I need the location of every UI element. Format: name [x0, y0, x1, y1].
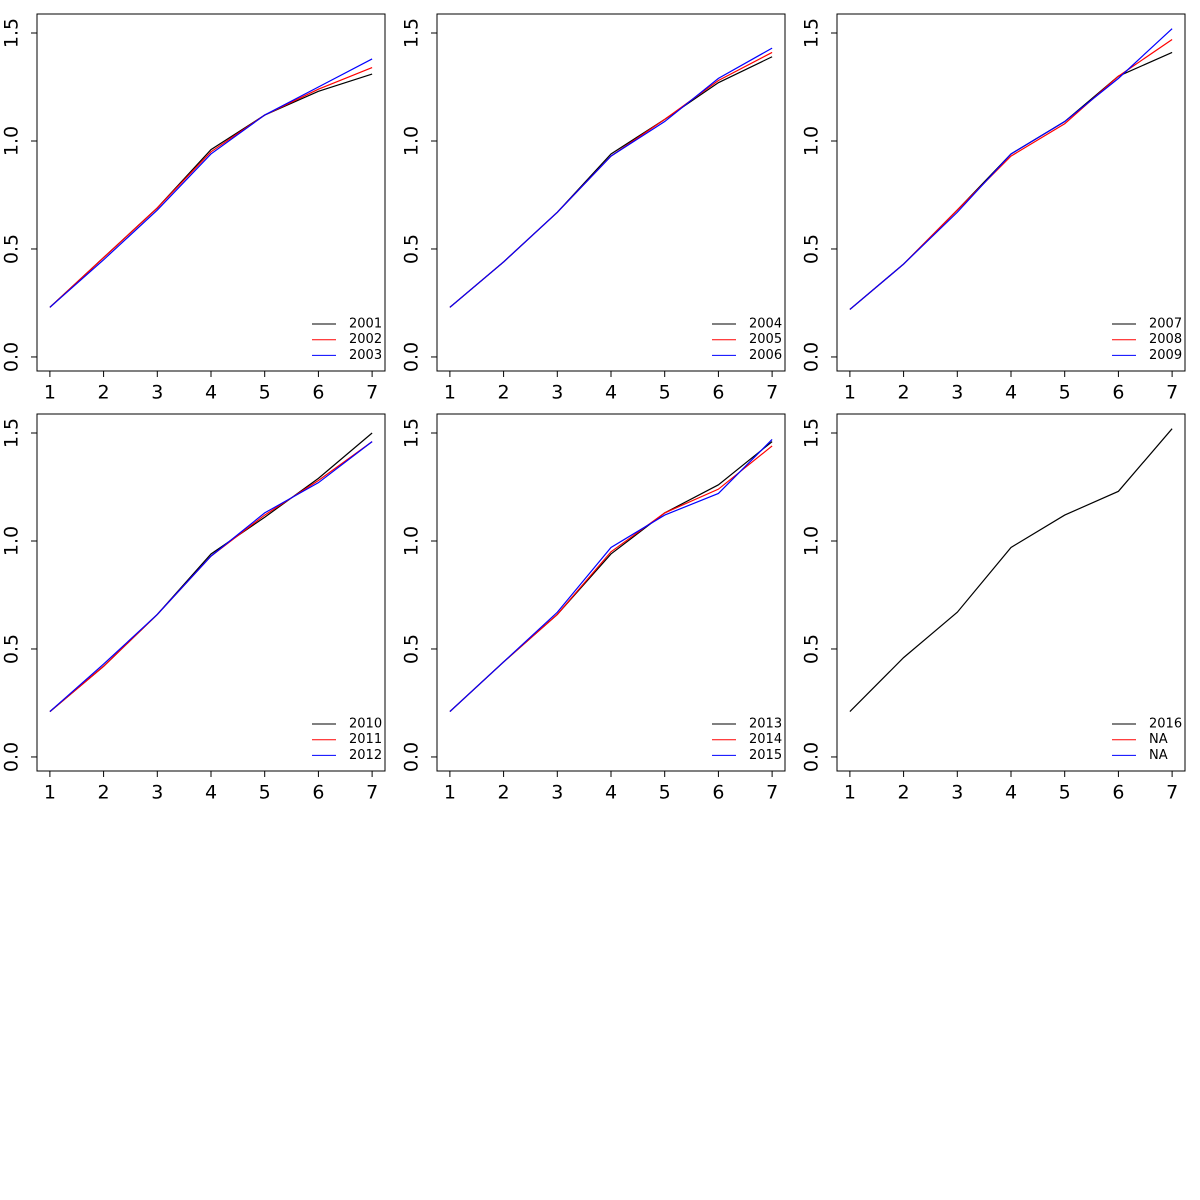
- x-tick-label: 3: [951, 782, 963, 804]
- x-tick-label: 4: [605, 382, 617, 404]
- legend-label: 2001: [349, 317, 382, 332]
- x-tick-label: 7: [1166, 382, 1178, 404]
- y-tick-label: 0.5: [1, 634, 23, 664]
- x-tick-label: 4: [605, 782, 617, 804]
- y-tick-label: 1.0: [401, 126, 423, 156]
- legend-label: 2003: [349, 348, 382, 363]
- y-tick-label: 1.5: [801, 418, 823, 448]
- x-tick-label: 4: [1005, 382, 1017, 404]
- legend-label: 2015: [749, 748, 782, 763]
- series-line: [849, 428, 1173, 713]
- x-tick-label: 2: [498, 782, 510, 804]
- y-tick-label: 1.0: [1, 126, 23, 156]
- x-tick-label: 5: [1059, 382, 1071, 404]
- x-tick-label: 2: [98, 382, 110, 404]
- y-tick-label: 0.5: [401, 234, 423, 264]
- legend-label: 2007: [1149, 317, 1182, 332]
- x-tick-label: 4: [1005, 782, 1017, 804]
- x-tick-label: 5: [659, 382, 671, 404]
- x-tick-label: 6: [712, 782, 724, 804]
- y-tick-label: 0.0: [1, 342, 23, 372]
- series-line: [49, 67, 373, 308]
- series-line: [849, 28, 1173, 310]
- x-tick-label: 1: [844, 382, 856, 404]
- x-tick-label: 2: [898, 782, 910, 804]
- x-tick-label: 3: [151, 782, 163, 804]
- x-tick-label: 1: [44, 782, 56, 804]
- y-tick-label: 0.5: [801, 234, 823, 264]
- legend-label: 2009: [1149, 348, 1182, 363]
- series-line: [49, 441, 373, 713]
- x-tick-label: 6: [712, 382, 724, 404]
- x-tick-label: 2: [898, 382, 910, 404]
- legend-label: 2014: [749, 732, 782, 747]
- legend-label: 2011: [349, 732, 382, 747]
- x-tick-label: 7: [766, 782, 778, 804]
- legend-label: 2010: [349, 717, 382, 732]
- x-tick-label: 7: [766, 382, 778, 404]
- y-tick-label: 1.0: [801, 126, 823, 156]
- y-tick-label: 0.0: [1, 742, 23, 772]
- x-tick-label: 5: [259, 382, 271, 404]
- y-tick-label: 0.0: [401, 742, 423, 772]
- x-tick-label: 7: [366, 382, 378, 404]
- y-tick-label: 0.5: [401, 634, 423, 664]
- y-tick-label: 0.0: [801, 742, 823, 772]
- x-tick-label: 1: [444, 382, 456, 404]
- y-tick-label: 0.5: [801, 634, 823, 664]
- series-line: [449, 47, 773, 308]
- x-tick-label: 1: [844, 782, 856, 804]
- x-tick-label: 1: [44, 382, 56, 404]
- x-tick-label: 2: [498, 382, 510, 404]
- legend-label: NA: [1149, 748, 1168, 763]
- x-tick-label: 3: [551, 782, 563, 804]
- legend-label: 2008: [1149, 332, 1182, 347]
- legend-label: 2006: [749, 348, 782, 363]
- x-tick-label: 4: [205, 382, 217, 404]
- x-tick-label: 6: [312, 782, 324, 804]
- y-tick-label: 0.5: [1, 234, 23, 264]
- y-tick-label: 1.5: [401, 418, 423, 448]
- x-tick-label: 2: [98, 782, 110, 804]
- x-tick-label: 3: [551, 382, 563, 404]
- y-tick-label: 1.0: [801, 526, 823, 556]
- x-tick-label: 6: [1112, 782, 1124, 804]
- legend-label: 2012: [349, 748, 382, 763]
- y-tick-label: 1.5: [1, 18, 23, 48]
- x-tick-label: 4: [205, 782, 217, 804]
- legend-label: 2016: [1149, 717, 1182, 732]
- x-tick-label: 7: [366, 782, 378, 804]
- x-tick-label: 5: [659, 782, 671, 804]
- legend-label: NA: [1149, 732, 1168, 747]
- y-tick-label: 1.5: [1, 418, 23, 448]
- y-tick-label: 1.5: [401, 18, 423, 48]
- legend-label: 2004: [749, 317, 782, 332]
- y-tick-label: 0.0: [401, 342, 423, 372]
- x-tick-label: 1: [444, 782, 456, 804]
- y-tick-label: 0.0: [801, 342, 823, 372]
- x-tick-label: 3: [151, 382, 163, 404]
- series-line: [449, 439, 773, 713]
- x-tick-label: 3: [951, 382, 963, 404]
- x-tick-label: 7: [1166, 782, 1178, 804]
- x-tick-label: 6: [312, 382, 324, 404]
- series-line: [49, 58, 373, 308]
- legend-label: 2013: [749, 717, 782, 732]
- legend-label: 2002: [349, 332, 382, 347]
- y-tick-label: 1.0: [401, 526, 423, 556]
- y-tick-label: 1.5: [801, 18, 823, 48]
- y-tick-label: 1.0: [1, 526, 23, 556]
- legend-label: 2005: [749, 332, 782, 347]
- x-tick-label: 6: [1112, 382, 1124, 404]
- x-tick-label: 5: [259, 782, 271, 804]
- x-tick-label: 5: [1059, 782, 1071, 804]
